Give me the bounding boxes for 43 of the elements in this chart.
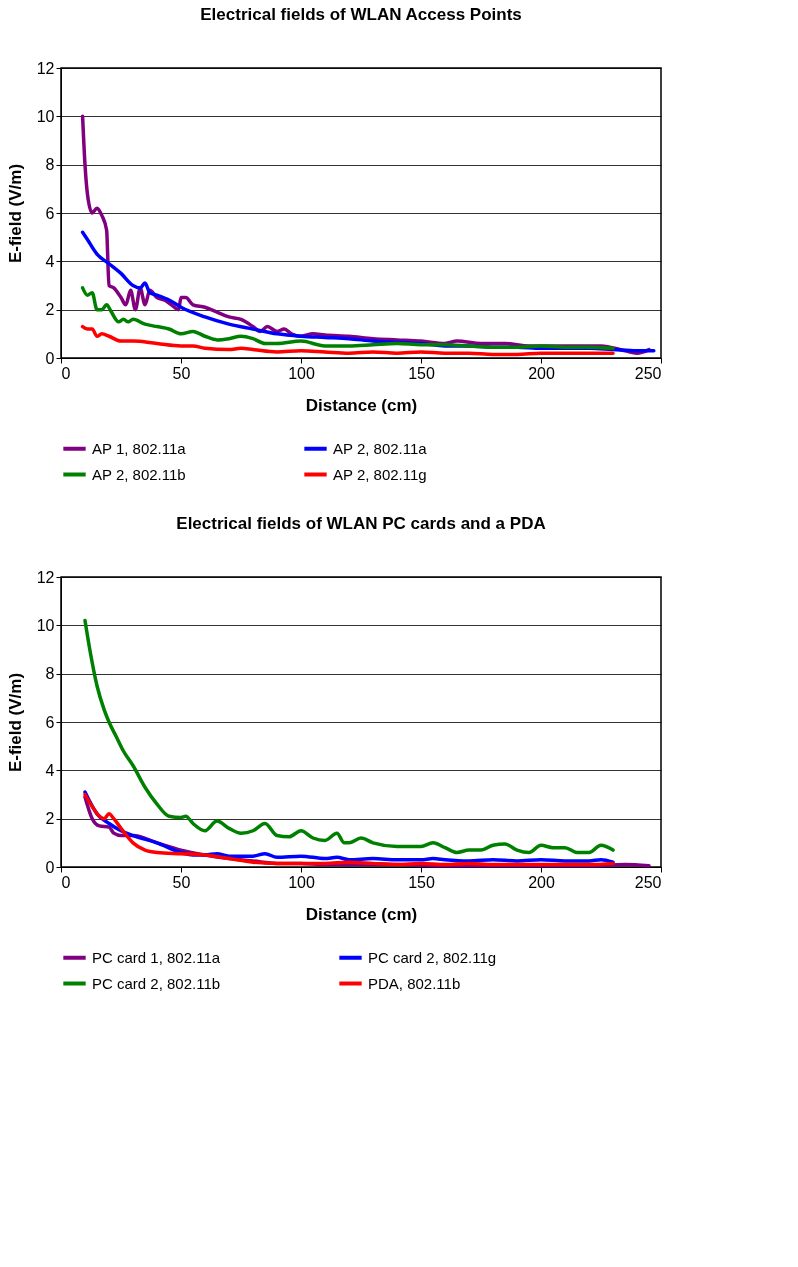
y-tick-label: 2	[45, 301, 55, 319]
x-tick-label: 250	[634, 364, 662, 382]
y-tick-label: 10	[36, 107, 55, 125]
chart-title: Electrical fields of WLAN Access Points	[200, 5, 522, 24]
y-tick-label: 6	[45, 204, 55, 222]
x-tick-label: 50	[172, 873, 191, 891]
legend-label: PC card 2, 802.11b	[92, 974, 221, 992]
y-axis-title: E-field (V/m)	[5, 672, 25, 773]
y-tick-label: 12	[36, 568, 55, 586]
x-tick-label: 200	[528, 873, 555, 891]
legend-label: PC card 2, 802.11g	[368, 948, 497, 966]
x-axis-title: Distance (cm)	[305, 395, 418, 415]
chart-title: Electrical fields of WLAN PC cards and a PDA	[176, 514, 546, 533]
y-tick-label: 4	[45, 761, 55, 779]
x-tick-label: 50	[172, 364, 191, 382]
x-tick-label: 150	[408, 364, 435, 382]
y-axis-title: E-field (V/m)	[5, 163, 25, 264]
x-tick-label: 100	[288, 873, 315, 891]
legend-label: PC card 1, 802.11a	[92, 948, 221, 966]
y-tick-label: 2	[45, 810, 55, 828]
x-tick-label: 250	[634, 873, 662, 891]
y-tick-label: 0	[45, 858, 55, 876]
y-tick-label: 8	[45, 665, 55, 683]
line-series	[83, 618, 615, 855]
y-tick-label: 12	[36, 59, 55, 77]
y-tick-label: 4	[45, 252, 55, 270]
y-tick-label: 0	[45, 349, 55, 367]
line-series	[80, 286, 615, 351]
legend-label: AP 1, 802.11a	[92, 439, 187, 457]
line-series	[80, 324, 615, 357]
legend-label: PDA, 802.11b	[368, 974, 461, 992]
x-axis-title: Distance (cm)	[305, 904, 418, 924]
x-tick-label: 200	[528, 364, 555, 382]
y-tick-label: 10	[36, 616, 55, 634]
y-tick-label: 8	[45, 156, 55, 174]
legend-label: AP 2, 802.11g	[333, 465, 427, 483]
y-tick-label: 6	[45, 713, 55, 731]
x-tick-label: 150	[408, 873, 435, 891]
x-tick-label: 0	[61, 873, 71, 891]
x-tick-label: 100	[288, 364, 315, 382]
x-tick-label: 0	[61, 364, 71, 382]
legend-label: AP 2, 802.11a	[333, 439, 428, 457]
legend-label: AP 2, 802.11b	[92, 465, 186, 483]
